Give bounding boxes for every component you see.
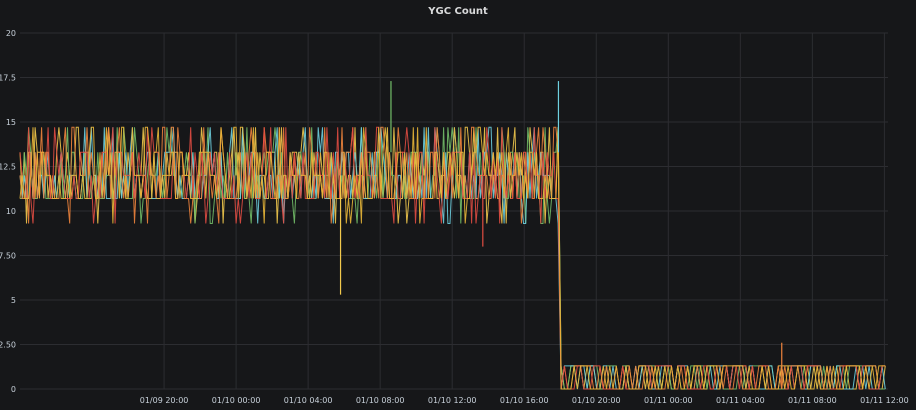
y-tick-label: 12.5 [0,163,16,172]
x-tick-label: 01/10 20:00 [572,396,621,405]
y-tick-label: 7.50 [0,252,16,261]
x-tick-label: 01/11 00:00 [644,396,693,405]
y-tick-label: 0 [11,385,16,394]
x-tick-label: 01/11 08:00 [788,396,837,405]
y-tick-label: 2.50 [0,341,16,350]
chart-title: YGC Count [428,6,488,17]
x-tick-label: 01/10 04:00 [284,396,333,405]
x-tick-label: 01/09 20:00 [140,396,189,405]
y-tick-label: 5 [11,296,16,305]
y-tick-label: 15 [6,118,16,127]
series-line [19,126,886,390]
x-tick-label: 01/10 00:00 [212,396,261,405]
y-tick-label: 17.5 [0,74,16,83]
series-line [19,126,886,390]
x-tick-label: 01/10 16:00 [500,396,549,405]
x-tick-label: 01/10 12:00 [428,396,477,405]
y-tick-label: 10 [6,207,16,216]
x-tick-label: 01/11 12:00 [860,396,909,405]
x-tick-label: 01/10 08:00 [356,396,405,405]
series-line [19,126,886,390]
y-tick-label: 20 [6,29,16,38]
x-tick-label: 01/11 04:00 [716,396,765,405]
